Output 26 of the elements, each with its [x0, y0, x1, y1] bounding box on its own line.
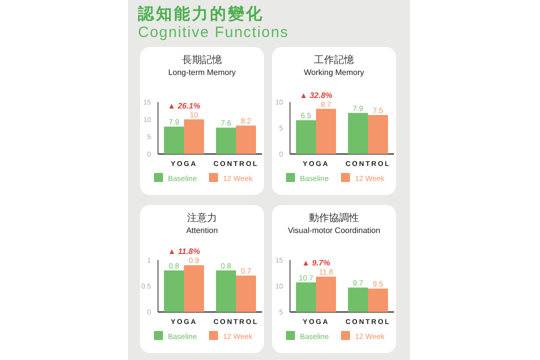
chart-subtitle: Working Memory — [304, 68, 364, 77]
bar — [236, 126, 256, 154]
chart-title: 注意力 — [187, 212, 217, 224]
bar — [368, 115, 388, 154]
chart-title: 動作協調性 — [309, 212, 359, 224]
bar — [348, 112, 368, 154]
bar — [296, 120, 316, 154]
bar — [184, 119, 204, 154]
bar — [164, 126, 184, 154]
chart-subtitle: Long-term Memory — [168, 68, 236, 77]
chart-title: 長期記憶 — [182, 54, 222, 66]
annotation: ▲ 26.1% — [168, 101, 200, 110]
text: Cognitive Functions — [138, 24, 289, 41]
annotation: ▲ 9.7% — [302, 258, 330, 268]
chart-subtitle: Visual-motor Coordination — [288, 226, 380, 235]
text: 認知能力的變化 — [137, 5, 264, 23]
chart-subtitle: Attention — [186, 226, 218, 235]
chart-title: 工作記憶 — [314, 54, 354, 66]
annotation: ▲ 11.8% — [168, 247, 200, 256]
bar — [164, 270, 184, 312]
bar — [216, 128, 236, 154]
bar — [184, 265, 204, 312]
bar — [236, 276, 256, 312]
bar — [216, 270, 236, 312]
annotation: ▲ 32.8% — [300, 90, 332, 100]
bar — [316, 108, 336, 154]
